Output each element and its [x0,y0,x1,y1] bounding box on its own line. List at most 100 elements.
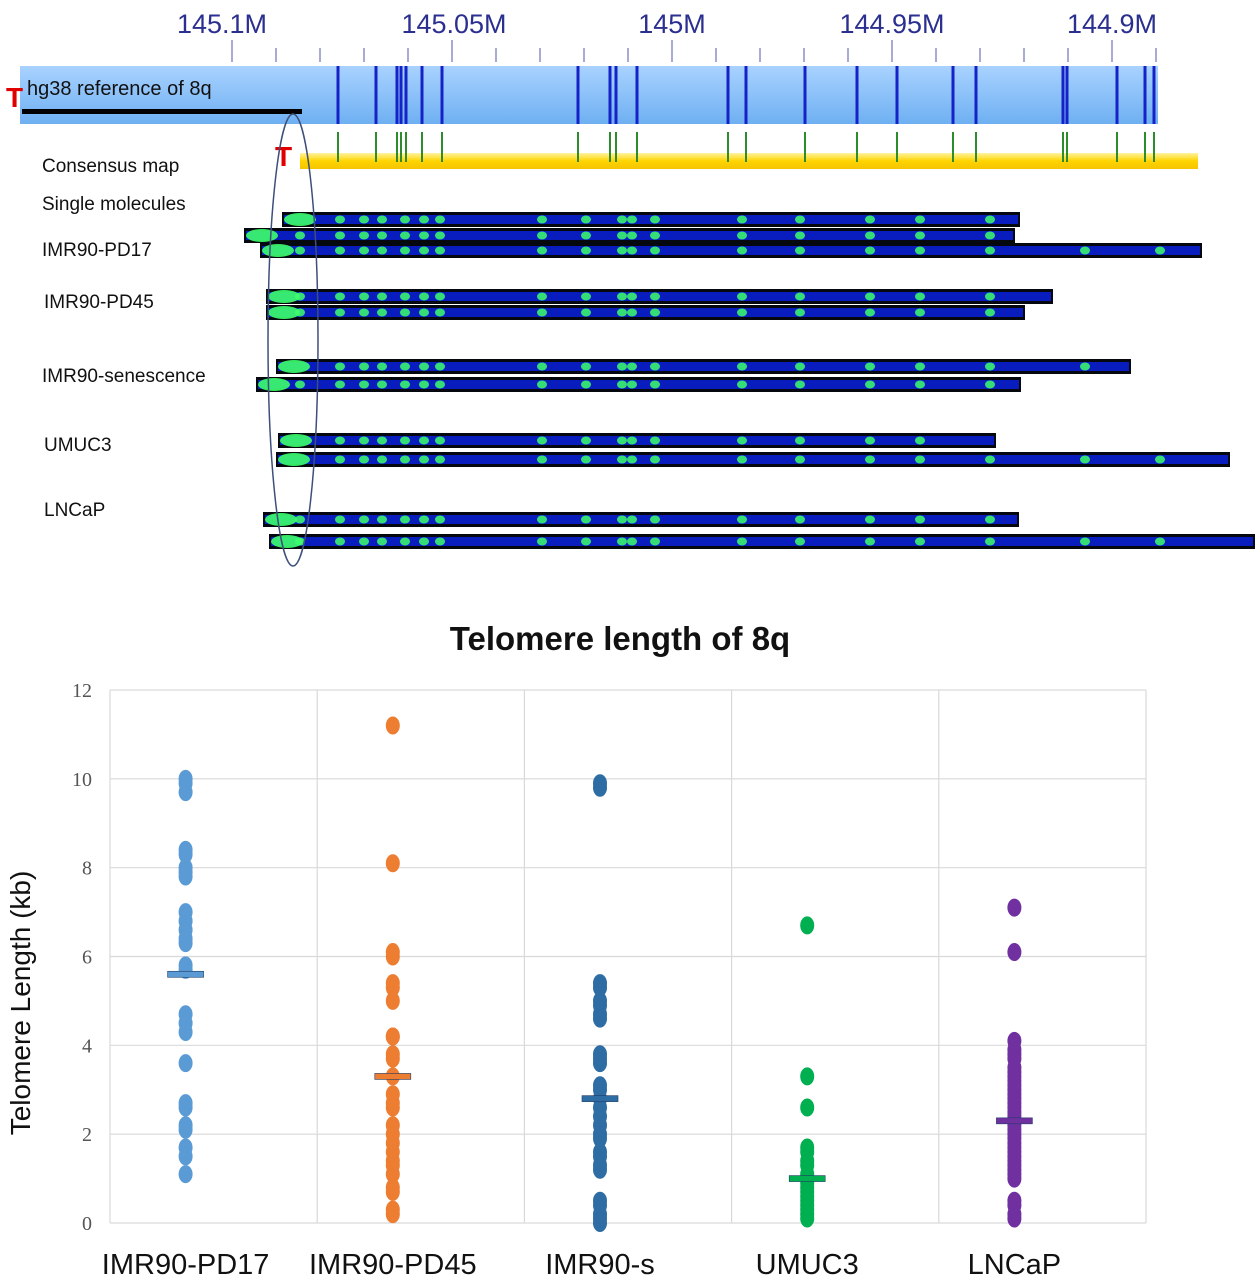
reference-site [895,66,899,124]
reference-site [399,66,403,124]
consensus-site [441,132,443,162]
label-spot [1080,246,1090,255]
label-spot [915,537,925,546]
consensus-site [375,132,377,162]
label-spot [627,455,637,464]
label-spot [359,231,369,240]
label-spot [295,537,305,546]
reference-track [20,66,1158,124]
label-spot [537,292,547,301]
label-spot [400,362,410,371]
y-tick-label: 4 [82,1035,92,1057]
label-spot [865,362,875,371]
data-point [385,947,400,966]
x-category-label: IMR90-PD17 [102,1249,270,1280]
y-tick-label: 0 [82,1213,92,1235]
label-spot [359,246,369,255]
reference-site [404,66,408,124]
label-spot [865,436,875,445]
data-point [178,1165,193,1184]
label-spot [335,455,345,464]
data-point [385,1165,400,1184]
label-spot [537,455,547,464]
telomere-marker-reference: T [6,82,23,113]
reference-site [744,66,748,124]
consensus-sites [337,132,1155,162]
label-spot [650,380,660,389]
coordinate-label: 144.9M [1067,9,1157,39]
label-spot [865,231,875,240]
label-spot [435,292,445,301]
sample-label: IMR90-PD45 [44,292,154,313]
label-spot [737,537,747,546]
label-spot [985,537,995,546]
data-point [593,1009,607,1028]
label-spot [335,292,345,301]
data-points [178,716,1022,1232]
molecule-backbone [258,380,1019,389]
y-tick-label: 6 [82,947,92,969]
data-point [800,1067,815,1086]
reference-site [336,66,340,124]
label-spot [650,362,660,371]
consensus-site [1066,132,1068,162]
label-spot [400,380,410,389]
consensus-site [1116,132,1118,162]
reference-label: hg38 reference of 8q [27,78,212,100]
label-spot [581,231,591,240]
consensus-site [804,132,806,162]
label-spot [359,292,369,301]
label-spot [377,380,387,389]
label-spot [335,436,345,445]
label-spot [435,455,445,464]
label-spot [617,308,627,317]
reference-site [614,66,618,124]
data-point [800,1098,815,1117]
label-spot [985,292,995,301]
data-point [1007,943,1022,962]
telomere-signal [278,453,310,466]
label-spot [419,515,429,524]
label-spot [419,362,429,371]
consensus-site [615,132,617,162]
label-spot [419,455,429,464]
label-spot [537,246,547,255]
reference-site [1065,66,1069,124]
telomere-signal [268,290,300,303]
reference-site [803,66,807,124]
x-category-label: UMUC3 [756,1249,859,1280]
x-category-label: IMR90-s [545,1249,655,1280]
telomere-signal [268,306,300,319]
sample-label: LNCaP [44,500,105,521]
label-spot [581,436,591,445]
label-spot [627,292,637,301]
label-spot [419,231,429,240]
label-spot [795,455,805,464]
label-spot [915,515,925,524]
y-axis-label: Telomere Length (kb) [5,871,36,1136]
label-spot [537,215,547,224]
label-spot [985,515,995,524]
data-point [1007,1209,1022,1228]
label-spot [915,215,925,224]
label-spot [537,537,547,546]
consensus-site [975,132,977,162]
data-point [385,854,400,873]
label-spot [737,246,747,255]
label-spot [985,215,995,224]
label-spot [537,308,547,317]
sample-label: IMR90-PD17 [42,240,152,261]
y-tick-label: 2 [82,1124,92,1146]
consensus-site [609,132,611,162]
reference-site [395,66,399,124]
label-spot [359,436,369,445]
label-spot [359,308,369,317]
label-spot [359,455,369,464]
label-spot [1080,455,1090,464]
label-spot [737,231,747,240]
single-molecules-label: Single molecules [42,194,186,215]
molecule-backbone [278,362,1129,371]
label-spot [435,362,445,371]
telomere-signal [262,244,294,257]
label-spot [435,380,445,389]
